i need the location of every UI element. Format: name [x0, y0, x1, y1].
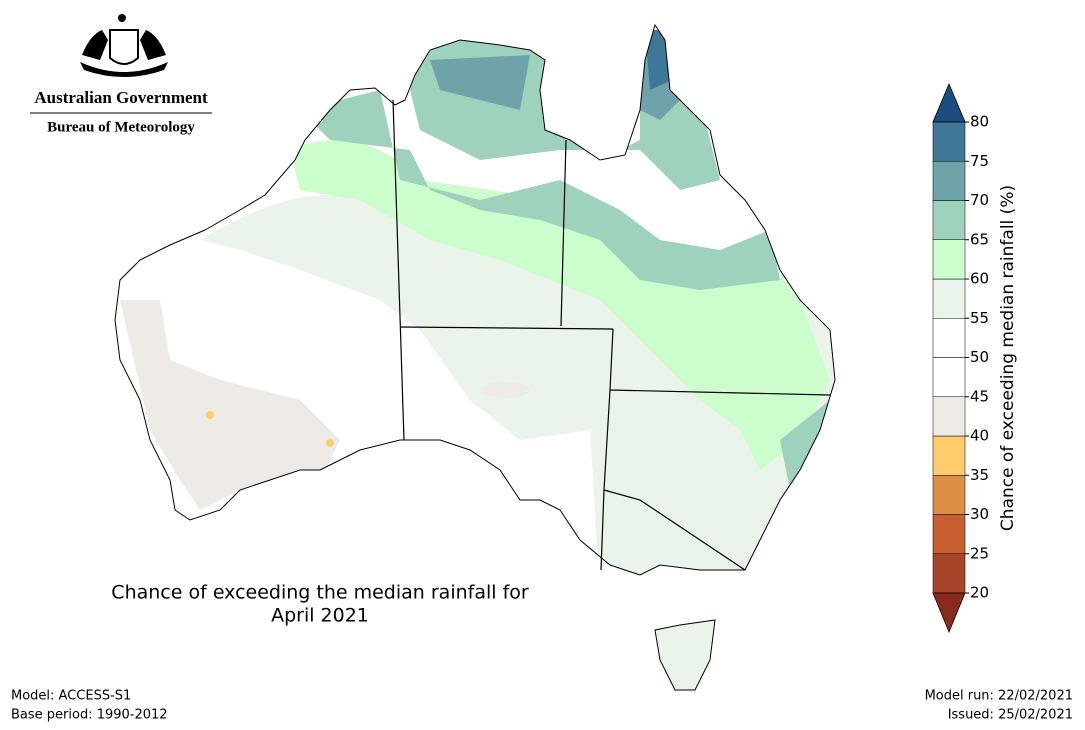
colorbar-segment — [932, 278, 966, 319]
government-name: Australian Government — [34, 88, 208, 107]
colorbar: 20 25 30 35 40 45 50 55 60 65 70 75 80 — [932, 82, 989, 634]
colorbar-segment — [932, 357, 966, 397]
model-run-text: Model run: 22/02/2021 — [925, 689, 1073, 704]
colorbar-tick-label: 25 — [970, 544, 989, 562]
colorbar-extend-max — [932, 82, 966, 123]
colorbar-segment — [932, 121, 966, 162]
colorbar-segment — [932, 435, 966, 476]
colorbar-tick-label: 80 — [970, 113, 989, 131]
colorbar-tick-label: 45 — [970, 387, 989, 405]
colorbar-segment — [932, 200, 966, 240]
map-title-line: Chance of exceeding the median rainfall … — [111, 582, 529, 604]
colorbar-tick-label: 50 — [970, 348, 989, 366]
colorbar-tick-label: 55 — [970, 309, 989, 327]
model-text: Model: ACCESS-S1 — [11, 689, 131, 704]
colorbar-tick-label: 20 — [970, 584, 989, 602]
colorbar-segment — [932, 239, 966, 280]
colorbar-segment — [932, 318, 966, 358]
colorbar-tick-label: 40 — [970, 427, 989, 445]
colorbar-segment — [932, 514, 966, 554]
issued-text: Issued: 25/02/2021 — [948, 708, 1073, 723]
emblem — [80, 14, 168, 77]
colorbar-tick-label: 75 — [970, 152, 989, 170]
colorbar-tick-label: 70 — [970, 191, 989, 209]
colorbar-label: Chance of exceeding median rainfall (%) — [998, 185, 1018, 531]
colorbar-tick-label: 35 — [970, 466, 989, 484]
colorbar-tick-label: 65 — [970, 230, 989, 248]
colorbar-segment — [932, 161, 966, 201]
colorbar-tick-label: 60 — [970, 270, 989, 288]
map-title-line: April 2021 — [271, 605, 369, 627]
bureau-name: Bureau of Meteorology — [47, 119, 195, 135]
colorbar-segment — [932, 475, 966, 515]
colorbar-tick-label: 30 — [970, 505, 989, 523]
colorbar-segment — [932, 553, 966, 594]
colorbar-segment — [932, 396, 966, 437]
colorbar-extend-min — [932, 592, 966, 634]
base-period-text: Base period: 1990-2012 — [11, 708, 168, 723]
